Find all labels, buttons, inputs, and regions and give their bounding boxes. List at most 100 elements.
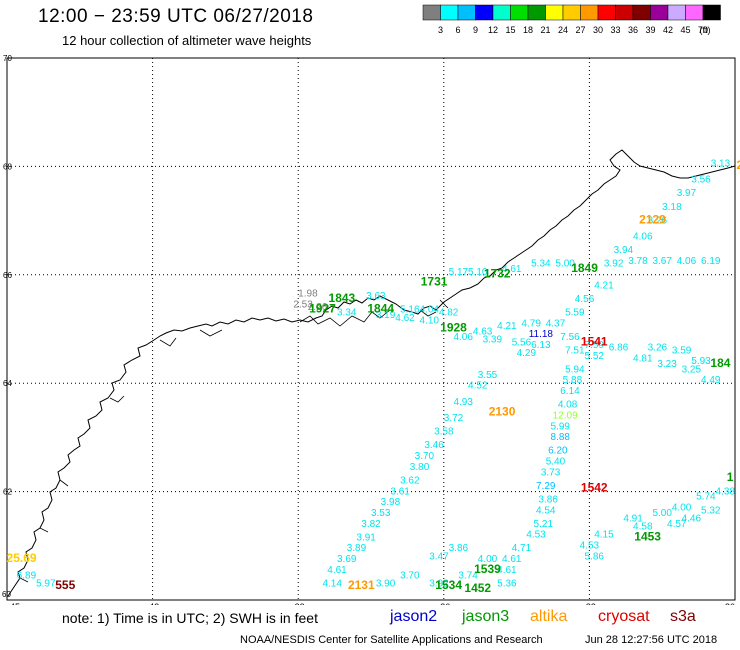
wave-height-value: 3.47: [429, 551, 449, 562]
wave-height-value: 4.61: [497, 565, 517, 576]
wave-height-value: 3.94: [614, 245, 634, 256]
wave-height-value: 3.39: [483, 335, 503, 346]
color-scale-label: 27: [575, 25, 585, 35]
wave-height-value: 5.86: [585, 551, 605, 562]
wave-height-value: 3.92: [604, 259, 624, 270]
wave-height-value: 5.88: [563, 375, 583, 386]
wave-height-value: 3.23: [657, 359, 677, 370]
wave-height-value: 3.86: [449, 543, 469, 554]
longitude-label: -42: [146, 602, 159, 605]
wave-height-value: 3.62: [400, 475, 420, 486]
wave-height-value: 5.56: [512, 337, 532, 348]
page-subtitle: 12 hour collection of altimeter wave hei…: [62, 33, 312, 48]
latitude-label: 70: [3, 54, 12, 63]
map-frame: [6, 57, 736, 601]
color-scale-label: 3: [438, 25, 443, 35]
longitude-label: -33: [583, 602, 596, 605]
axis-tick-labels: 70 68 66 64 62 60 -45 -42 -39 -36 -33 -30: [2, 54, 735, 605]
wave-height-value: 4.00: [478, 554, 498, 565]
pass-time-label: 1453: [634, 529, 661, 543]
coastline-fjords: [19, 299, 449, 583]
wave-height-value: 3.25: [682, 364, 702, 375]
wave-height-value: 7.59: [585, 340, 605, 351]
wave-height-value: 6.14: [560, 386, 580, 397]
wave-height-value: 3.63: [366, 291, 386, 302]
wave-height-value: 6.86: [609, 343, 629, 354]
wave-height-value: 4.56: [575, 294, 595, 305]
wave-height-value: 5.16: [400, 305, 420, 316]
latitude-label: 68: [3, 162, 12, 171]
wave-height-value: 5.93: [691, 356, 711, 367]
latitude-label: 64: [3, 379, 12, 388]
satellite-legend-altika: altika: [530, 608, 568, 625]
wave-height-value: 3.90: [376, 578, 396, 589]
color-scale-label: 12: [488, 25, 498, 35]
pass-time-label: 1542: [581, 481, 608, 495]
wave-height-value: 3.56: [691, 175, 711, 186]
wave-height-value: 4.61: [502, 554, 522, 565]
wave-height-value: 5.00: [652, 508, 672, 519]
wave-height-value: 4.15: [594, 530, 614, 541]
wave-height-value: 5.00: [555, 259, 575, 270]
units-note: note: 1) Time is in UTC; 2) SWH is in fe…: [62, 610, 318, 626]
pass-time-label: 1843: [329, 291, 356, 305]
wave-height-value: 3.61: [390, 486, 410, 497]
wave-height-value: 3.55: [478, 370, 498, 381]
satellite-legend-jason2: jason2: [390, 608, 438, 625]
longitude-label: -36: [437, 602, 450, 605]
color-scale-label: 42: [663, 25, 673, 35]
wave-height-value: 3.82: [361, 519, 381, 530]
graticule: [7, 58, 735, 600]
wave-height-value: 4.81: [633, 354, 653, 365]
wave-height-value: 5.97: [36, 578, 56, 589]
wave-height-value: 3.80: [410, 462, 430, 473]
wave-height-value: 5.59: [565, 307, 585, 318]
wave-height-value: 12.09: [553, 410, 578, 421]
wave-height-value: 4.91: [623, 513, 643, 524]
wave-height-value: 3.26: [648, 215, 668, 226]
wave-height-value: 3.69: [337, 554, 357, 565]
wave-height-value: 3.70: [400, 570, 420, 581]
wave-height-value: 4.38: [716, 486, 736, 497]
color-scale-label: 6: [455, 25, 460, 35]
wave-height-value: 4.58: [633, 522, 653, 533]
wave-height-value: 3.73: [541, 467, 561, 478]
wave-height-value: 5.10: [468, 267, 488, 278]
wave-height-value: 3.92: [429, 578, 449, 589]
wave-height-value: 4.29: [517, 348, 537, 359]
timestamp-text: Jun 28 12:27:56 UTC 2018: [585, 634, 718, 646]
wave-height-value: 5.17: [449, 267, 469, 278]
wave-height-value: 4.62: [395, 313, 415, 324]
wave-height-value: 4.61: [327, 565, 347, 576]
wave-height-value: 4.14: [322, 578, 342, 589]
wave-height-value: 2.26: [308, 302, 328, 313]
pass-time-label: 1541: [581, 334, 608, 348]
pass-time-label: 2129: [639, 212, 666, 226]
wave-height-value: 3.58: [434, 427, 454, 438]
wave-height-value: 4.37: [546, 318, 566, 329]
wave-height-value: 4.57: [667, 519, 687, 530]
wave-height-value: 4.21: [497, 321, 517, 332]
wave-height-value: 6.13: [531, 340, 551, 351]
wave-height-value: 5.74: [696, 492, 716, 503]
wave-height-value: 3.78: [628, 256, 648, 267]
wave-height-value: 3.91: [356, 532, 376, 543]
wave-height-value: 4.54: [536, 505, 556, 516]
satellite-legend-s3a: s3a: [670, 608, 696, 625]
wave-height-value: 3.89: [347, 543, 367, 554]
wave-height-value: 3.13: [711, 158, 731, 169]
wave-height-value: 11.18: [529, 329, 554, 340]
pass-time-label: 1928: [440, 321, 467, 335]
credit-text: NOAA/NESDIS Center for Satellite Applica…: [240, 634, 543, 646]
satellite-legend-cryosat: cryosat: [598, 608, 650, 625]
wave-height-value: 3.98: [381, 497, 401, 508]
pass-time-label: 1849: [571, 261, 598, 275]
wave-height-value: 5.36: [497, 578, 517, 589]
wave-height-value: 4.46: [682, 513, 702, 524]
wave-height-value: 3.70: [415, 451, 435, 462]
wave-height-value: 5.32: [701, 505, 721, 516]
wave-height-value: 4.82: [439, 307, 459, 318]
wave-height-value: 5.99: [551, 421, 571, 432]
wave-height-value: 5.94: [565, 364, 585, 375]
longitude-label: -30: [722, 602, 735, 605]
